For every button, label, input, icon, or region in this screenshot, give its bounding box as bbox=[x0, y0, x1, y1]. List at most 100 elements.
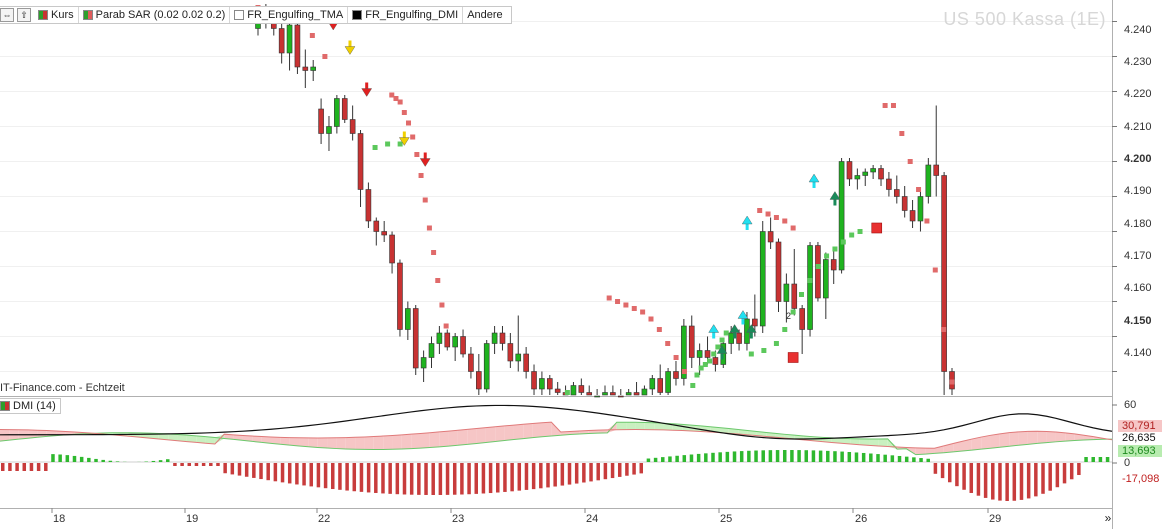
sar-dot-red bbox=[908, 159, 913, 164]
sar-dot-red bbox=[410, 135, 415, 140]
dmi-hist-bar bbox=[840, 452, 844, 462]
candle-body bbox=[516, 354, 521, 361]
price-tick: 4.240 bbox=[1124, 24, 1152, 36]
legend-item-kurs[interactable]: Kurs bbox=[34, 7, 79, 23]
candle-body bbox=[863, 172, 868, 176]
dmi-hist-bar bbox=[740, 451, 744, 462]
candle-body bbox=[453, 337, 458, 348]
di-fill-segment bbox=[878, 439, 887, 447]
dmi-hist-bar bbox=[589, 463, 593, 481]
candle-body bbox=[737, 333, 742, 344]
candle-body bbox=[815, 246, 820, 299]
panel-divider bbox=[0, 396, 1112, 397]
dmi-hist-bar bbox=[941, 463, 945, 478]
price-tick: 4.150 bbox=[1124, 315, 1152, 327]
dmi-hist-bar bbox=[797, 450, 801, 462]
dmi-hist-bar bbox=[869, 454, 873, 462]
price-tick: 4.190 bbox=[1124, 185, 1152, 197]
date-tick: 23 bbox=[452, 513, 464, 525]
dmi-hist-bar bbox=[926, 459, 930, 462]
candle-body bbox=[902, 197, 907, 211]
sar-dot-red bbox=[757, 208, 762, 213]
sar-dot-red bbox=[665, 341, 670, 346]
di-fill-segment bbox=[495, 426, 504, 442]
dmi-hist-bar bbox=[876, 454, 880, 462]
legend-item-label: FR_Engulfing_DMI bbox=[365, 9, 458, 21]
di-fill-segment bbox=[542, 422, 551, 437]
dmi-hist-bar bbox=[905, 457, 909, 462]
sar-dot-red bbox=[648, 317, 653, 322]
dmi-hist-bar bbox=[30, 463, 34, 471]
dmi-hist-bar bbox=[101, 460, 105, 462]
dmi-hist-bar bbox=[704, 453, 708, 462]
dmi-hist-bar bbox=[410, 463, 414, 495]
dmi-hist-bar bbox=[252, 463, 256, 478]
candle-body bbox=[673, 372, 678, 379]
legend-item-engulfing-tma[interactable]: FR_Engulfing_TMA bbox=[230, 7, 348, 23]
sar-swatch-icon bbox=[83, 10, 93, 20]
sar-dot-green bbox=[707, 359, 712, 364]
sar-dot-red bbox=[632, 306, 637, 311]
di-fill-segment bbox=[1047, 431, 1056, 442]
sar-dot-green bbox=[565, 390, 570, 395]
candle-body bbox=[476, 372, 481, 390]
candle-body bbox=[484, 344, 489, 390]
dmi-hist-bar bbox=[360, 463, 364, 492]
dmi-hist-bar bbox=[862, 453, 866, 462]
dmi-hist-bar bbox=[919, 458, 923, 462]
legend-item-parab-sar[interactable]: Parab SAR (0.02 0.02 0.2) bbox=[79, 7, 231, 23]
sar-dot-green bbox=[715, 345, 720, 350]
candle-body bbox=[445, 333, 450, 347]
legend-item-engulfing-dmi[interactable]: FR_Engulfing_DMI bbox=[348, 7, 463, 23]
dmi-legend[interactable]: DMI (14) bbox=[0, 398, 61, 414]
dmi-hist-bar bbox=[180, 463, 184, 466]
dmi-hist-bar bbox=[1063, 463, 1067, 483]
sar-dot-red bbox=[640, 310, 645, 315]
sar-dot-red bbox=[615, 299, 620, 304]
legend-item-andere[interactable]: Andere bbox=[463, 7, 506, 23]
di-fill-segment bbox=[869, 439, 878, 446]
di-fill-segment bbox=[1019, 431, 1028, 445]
expand-icon[interactable]: ⇧ bbox=[17, 8, 31, 22]
collapse-icon[interactable]: ⇔ bbox=[0, 8, 14, 22]
dmi-hist-bar bbox=[302, 463, 306, 485]
dmi-hist-bar bbox=[546, 463, 550, 487]
sar-dot-green bbox=[761, 348, 766, 353]
signal-up-arrow-icon bbox=[809, 174, 819, 182]
candle-body bbox=[603, 393, 608, 396]
dmi-hist-bar bbox=[561, 463, 565, 486]
signal-down-arrow-icon bbox=[420, 159, 430, 167]
signal-up-arrow-icon bbox=[830, 192, 840, 200]
scroll-right-icon[interactable]: » bbox=[1100, 510, 1116, 526]
sar-dot-red bbox=[766, 212, 771, 217]
candle-body bbox=[279, 29, 284, 54]
dmi-hist-bar bbox=[761, 450, 765, 462]
dmi-hist-bar bbox=[1027, 463, 1031, 498]
date-tick: 26 bbox=[855, 513, 867, 525]
dmi-hist-bar bbox=[274, 463, 278, 481]
di-fill-segment bbox=[1037, 431, 1046, 443]
date-axis-divider bbox=[0, 508, 1112, 509]
di-fill-segment bbox=[299, 438, 308, 447]
dmi-hist-bar bbox=[1056, 463, 1060, 487]
dmi-hist-bar bbox=[668, 456, 672, 462]
candle-body bbox=[689, 326, 694, 358]
di-fill-segment bbox=[318, 438, 327, 448]
sar-dot-red bbox=[398, 100, 403, 105]
candle-body bbox=[579, 386, 584, 393]
signal-down-arrow-icon bbox=[362, 89, 372, 97]
dmi-hist-bar bbox=[8, 463, 12, 471]
sar-dot-red bbox=[782, 219, 787, 224]
dmi-hist-bar bbox=[66, 455, 70, 462]
candle-body bbox=[390, 235, 395, 263]
dmi-hist-bar bbox=[109, 461, 113, 462]
dmi-hist-bar bbox=[381, 463, 385, 493]
kurs-swatch-icon bbox=[38, 10, 48, 20]
dmi-hist-bar bbox=[345, 463, 349, 491]
dmi-hist-bar bbox=[37, 463, 41, 471]
sar-dot-green bbox=[832, 247, 837, 252]
candle-body bbox=[429, 344, 434, 358]
dmi-hist-bar bbox=[1048, 463, 1052, 491]
